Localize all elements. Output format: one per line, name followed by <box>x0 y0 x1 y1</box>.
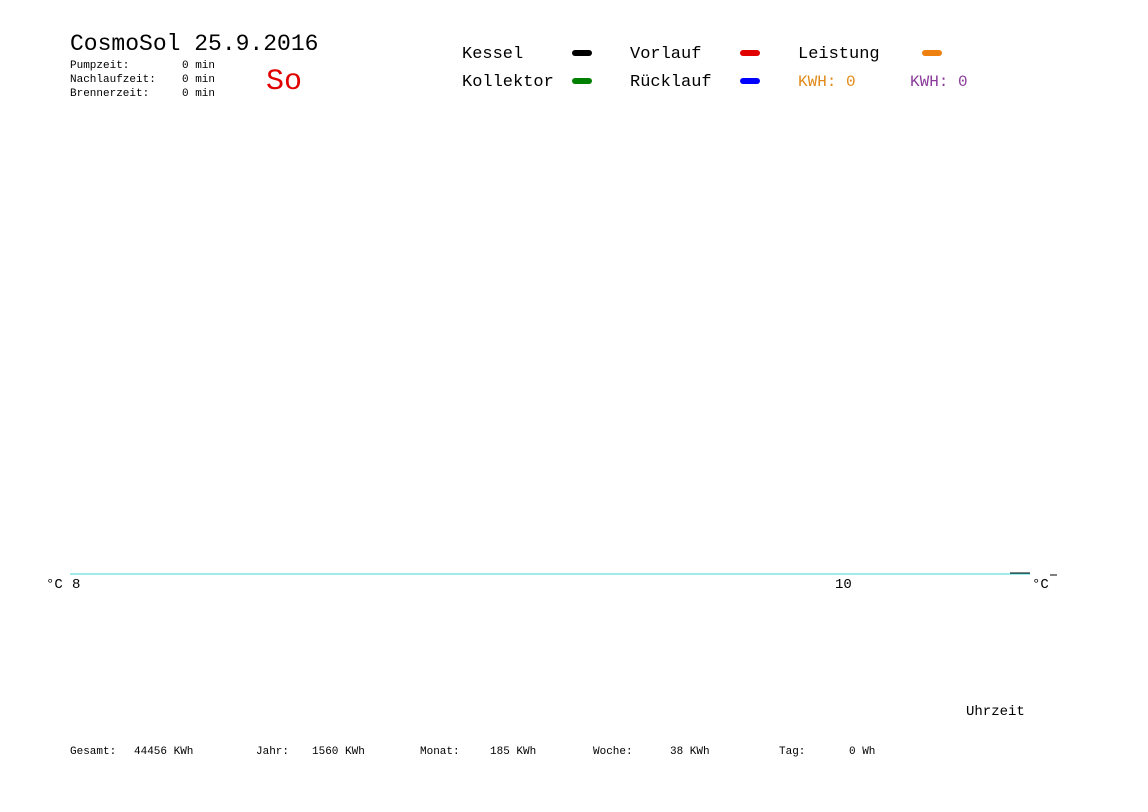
stat-value: 0 min <box>182 88 215 100</box>
legend-label: Leistung <box>798 45 880 64</box>
legend-label: Rücklauf <box>630 73 712 92</box>
legend-label: Kollektor <box>462 73 554 92</box>
kwh-label: KWH: 0 <box>798 73 856 91</box>
left-unit: °C <box>46 577 63 593</box>
x-tick-label: 10 <box>835 577 852 593</box>
stat-label: Brennerzeit: <box>70 88 149 100</box>
total-label: Gesamt: <box>70 746 116 758</box>
total-label: Woche: <box>593 746 633 758</box>
total-value: 0 Wh <box>849 746 875 758</box>
total-label: Monat: <box>420 746 460 758</box>
day: So <box>266 65 302 99</box>
total-value: 185 KWh <box>490 746 536 758</box>
total-label: Jahr: <box>256 746 289 758</box>
title: CosmoSol 25.9.2016 <box>70 31 318 57</box>
stat-label: Nachlaufzeit: <box>70 74 156 86</box>
total-value: 44456 KWh <box>134 746 193 758</box>
total-value: 1560 KWh <box>312 746 365 758</box>
x-label: Uhrzeit <box>966 704 1025 720</box>
total-value: 38 KWh <box>670 746 710 758</box>
x-tick-label: 8 <box>72 577 80 593</box>
stat-value: 0 min <box>182 60 215 72</box>
total-label: Tag: <box>779 746 805 758</box>
right-unit: °C <box>1032 577 1049 593</box>
kwh-label: KWH: 0 <box>910 73 968 91</box>
legend-label: Kessel <box>462 45 523 64</box>
stat-label: Pumpzeit: <box>70 60 129 72</box>
stat-value: 0 min <box>182 74 215 86</box>
legend-label: Vorlauf <box>630 45 701 64</box>
